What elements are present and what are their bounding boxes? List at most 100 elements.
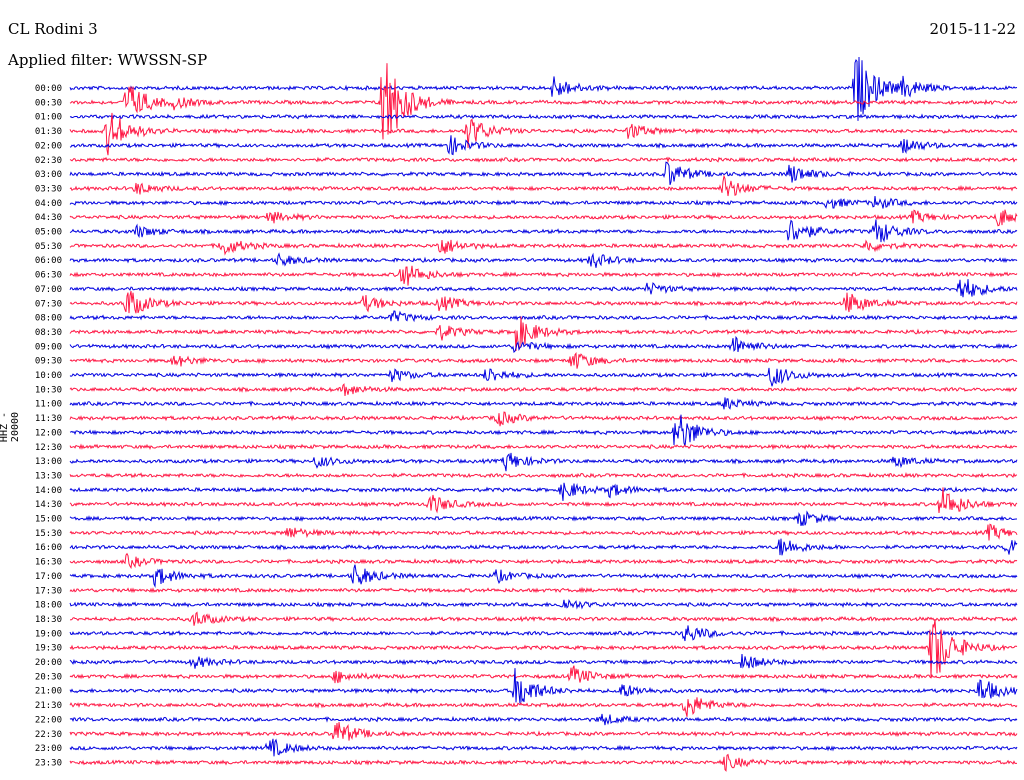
trace-row <box>69 383 1018 396</box>
trace-row <box>69 443 1018 451</box>
trace-row <box>69 195 1018 209</box>
trace-row <box>69 367 1018 387</box>
trace-row <box>69 487 1018 514</box>
trace-row <box>69 252 1018 268</box>
trace-row <box>69 713 1018 726</box>
row-time-label: 14:30 <box>35 500 62 510</box>
trace-row <box>69 63 1018 140</box>
trace-row <box>69 265 1018 286</box>
row-time-label: 11:30 <box>35 414 62 424</box>
trace-row <box>69 414 1018 447</box>
row-time-label: 20:30 <box>35 672 62 682</box>
trace-row <box>69 316 1018 352</box>
trace-row <box>69 611 1018 626</box>
trace-row <box>69 411 1018 427</box>
row-time-label: 01:30 <box>35 127 62 137</box>
row-time-label: 19:30 <box>35 644 62 654</box>
row-time-label: 16:30 <box>35 558 62 568</box>
trace-row <box>69 598 1018 610</box>
trace-row <box>69 665 1018 684</box>
row-time-label: 13:00 <box>35 457 62 467</box>
row-time-label: 17:30 <box>35 586 62 596</box>
row-time-label: 12:00 <box>35 428 62 438</box>
trace-row <box>69 482 1018 501</box>
trace-row <box>69 625 1018 642</box>
trace-row <box>69 564 1018 588</box>
row-time-label: 08:00 <box>35 314 62 324</box>
trace-row <box>69 653 1018 669</box>
row-time-label: 22:00 <box>35 715 62 725</box>
row-time-label: 11:00 <box>35 400 62 410</box>
row-time-label: 05:00 <box>35 228 62 238</box>
trace-row <box>69 290 1018 314</box>
trace-row <box>69 619 1018 677</box>
row-time-label: 04:00 <box>35 199 62 209</box>
row-time-label: 05:30 <box>35 242 62 252</box>
row-time-label: 18:30 <box>35 615 62 625</box>
row-time-label: 00:00 <box>35 84 62 94</box>
row-time-label: 09:30 <box>35 357 62 367</box>
row-time-label: 15:00 <box>35 515 62 525</box>
row-time-label: 22:30 <box>35 730 62 740</box>
trace-row <box>69 586 1018 594</box>
row-time-label: 07:30 <box>35 299 62 309</box>
trace-row <box>69 56 1018 121</box>
time-labels: 00:00 00:30 01:00 01:30 02:00 02:30 03:00 03:30… <box>35 84 62 768</box>
trace-row <box>69 219 1018 243</box>
trace-row <box>69 161 1018 186</box>
trace-row <box>69 156 1018 163</box>
row-time-label: 13:30 <box>35 471 62 481</box>
trace-row <box>69 452 1018 472</box>
row-time-label: 14:00 <box>35 486 62 496</box>
trace-row <box>69 352 1018 369</box>
row-time-label: 10:30 <box>35 385 62 395</box>
row-time-label: 06:30 <box>35 271 62 281</box>
row-time-label: 23:00 <box>35 744 62 754</box>
trace-row <box>69 510 1017 527</box>
trace-row <box>69 471 1018 479</box>
row-time-label: 00:30 <box>35 98 62 108</box>
trace-row <box>69 209 1018 227</box>
trace-row <box>69 552 1018 570</box>
trace-row <box>69 523 1018 541</box>
trace-row <box>69 668 1018 704</box>
station-title: CL Rodini 3 <box>8 20 98 38</box>
row-time-label: 10:00 <box>35 371 62 381</box>
row-time-label: 04:30 <box>35 213 62 223</box>
row-time-label: 03:30 <box>35 184 62 194</box>
trace-row <box>69 753 1017 772</box>
row-time-label: 08:30 <box>35 328 62 338</box>
trace-row <box>69 112 1018 156</box>
trace-row <box>69 538 1018 556</box>
row-time-label: 02:30 <box>35 156 62 166</box>
row-time-label: 20:00 <box>35 658 62 668</box>
row-time-label: 21:00 <box>35 687 62 697</box>
trace-row <box>69 174 1018 197</box>
row-time-label: 23:30 <box>35 758 62 768</box>
row-time-label: 21:30 <box>35 701 62 711</box>
trace-row <box>69 239 1018 256</box>
row-time-label: 07:00 <box>35 285 62 295</box>
trace-row <box>69 697 1018 717</box>
channel-axis-label: HHZ - 20000 <box>0 411 21 443</box>
trace-row <box>69 397 1018 410</box>
trace-row <box>69 722 1018 741</box>
filter-label: Applied filter: WWSSN-SP <box>8 51 208 69</box>
trace-row <box>69 335 1018 353</box>
trace-rows <box>69 56 1018 772</box>
row-time-label: 06:00 <box>35 256 62 266</box>
trace-row <box>69 310 1018 323</box>
trace-row <box>69 279 1018 298</box>
row-time-label: 09:00 <box>35 342 62 352</box>
row-time-label: 16:00 <box>35 543 62 553</box>
row-time-label: 01:00 <box>35 113 62 123</box>
row-time-label: 03:00 <box>35 170 62 180</box>
trace-row <box>69 113 1018 121</box>
row-time-label: 17:00 <box>35 572 62 582</box>
row-time-label: 19:00 <box>35 629 62 639</box>
trace-row <box>69 738 1018 757</box>
trace-row <box>69 135 1018 156</box>
row-time-label: 18:00 <box>35 601 62 611</box>
row-time-label: 12:30 <box>35 443 62 453</box>
